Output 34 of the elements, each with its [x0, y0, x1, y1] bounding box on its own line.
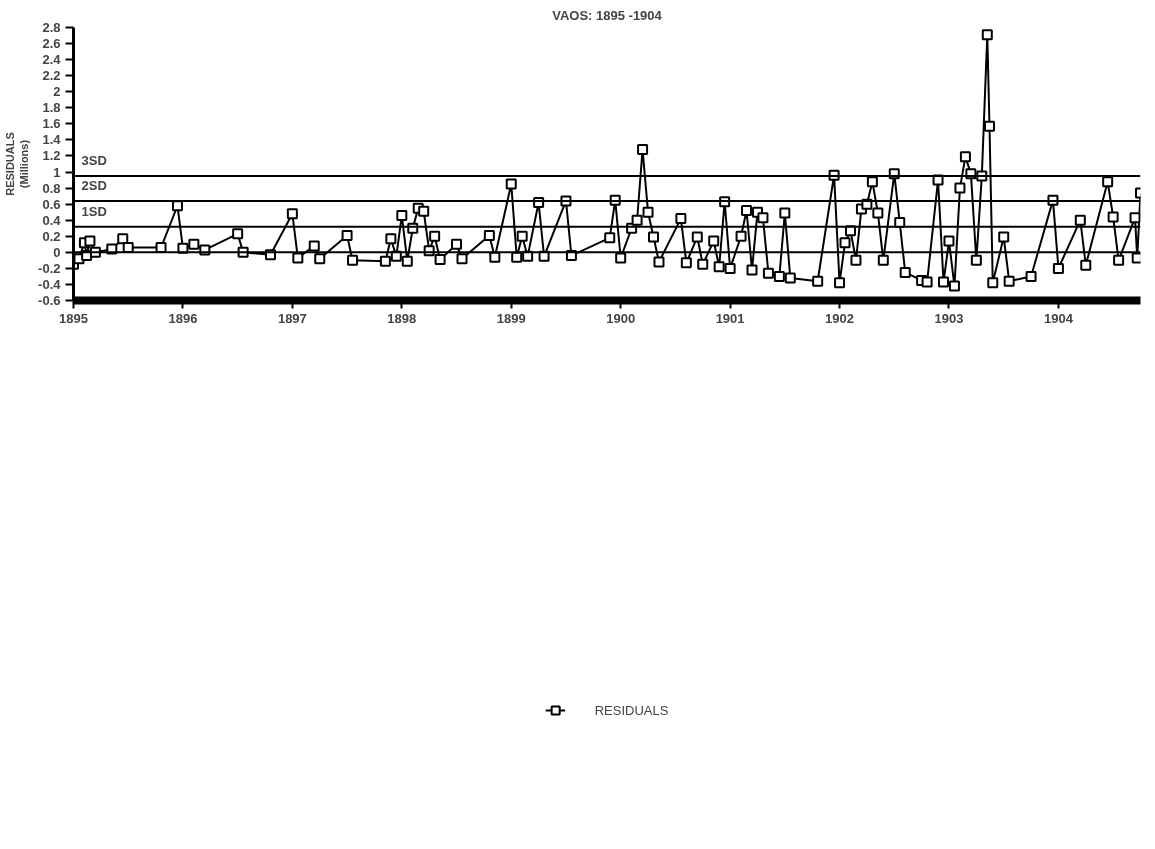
y-tick-label: 2.8: [42, 20, 61, 35]
y-tick-label: 1.8: [42, 100, 61, 116]
x-tick-label: 1901: [715, 310, 745, 326]
chart-title: VAOS: 1895 -1904: [552, 7, 663, 23]
x-tick-label: 1903: [934, 310, 964, 326]
ref-line-label: 3SD: [81, 153, 107, 169]
y-tick-label: 0.2: [42, 228, 61, 244]
x-tick-label: 1896: [168, 310, 198, 326]
y-tick-label: 1.2: [42, 148, 61, 164]
x-tick-label: 1904: [1043, 310, 1074, 326]
y-tick-label: 1: [53, 164, 61, 180]
y-tick-label: -0.2: [38, 260, 61, 276]
ref-line-label: 1SD: [81, 203, 107, 219]
y-tick-label: -0.4: [38, 276, 62, 292]
y-tick-label: 1.4: [42, 132, 62, 148]
x-tick-label: 1898: [387, 310, 417, 326]
y-tick-label: 0.6: [42, 196, 61, 212]
ref-line-label: 2SD: [81, 177, 107, 193]
legend-label: RESIDUALS: [594, 702, 669, 718]
x-tick-label: 1899: [496, 310, 526, 326]
x-tick-label: 1900: [606, 310, 636, 326]
y-axis-title: RESIDUALS (Millions): [3, 132, 31, 196]
y-tick-label: 2.6: [42, 36, 61, 52]
x-tick-label: 1895: [59, 310, 88, 326]
y-tick-label: 2.4: [42, 52, 62, 68]
y-tick-label: -0.6: [38, 293, 61, 308]
y-tick-label: 2: [53, 84, 61, 100]
y-tick-label: 1.6: [42, 116, 61, 132]
x-tick-label: 1902: [825, 310, 855, 326]
y-tick-label: 0.4: [42, 212, 62, 228]
x-tick-label: 1897: [277, 310, 307, 326]
y-tick-label: 2.2: [42, 68, 61, 84]
y-tick-label: 0: [53, 244, 61, 260]
y-tick-label: 0.8: [42, 180, 61, 196]
